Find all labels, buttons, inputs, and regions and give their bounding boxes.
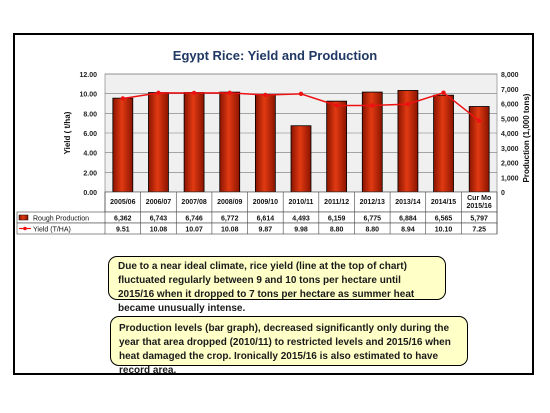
data-label: 9.51 xyxy=(116,227,130,234)
y-left-tick-label: 0.00 xyxy=(83,190,97,197)
legend-line-marker xyxy=(23,226,27,231)
x-tick-label: 2015/16 xyxy=(467,203,492,210)
y-left-tick-label: 4.00 xyxy=(83,151,97,158)
x-tick-label: 2006/07 xyxy=(146,199,171,206)
yield-point xyxy=(263,92,268,98)
x-tick-label: 2012/13 xyxy=(360,199,385,206)
yield-point xyxy=(370,103,375,108)
x-tick-label: 2014/15 xyxy=(431,199,456,206)
yield-point xyxy=(298,91,304,97)
yield-point xyxy=(227,90,232,96)
yield-point xyxy=(120,96,126,101)
legend-series-name: Yield (T/HA) xyxy=(33,227,71,234)
y-left-tick-label: 10.00 xyxy=(79,92,97,99)
data-label: 10.10 xyxy=(435,227,453,234)
yield-point xyxy=(441,90,446,95)
bar xyxy=(254,94,276,193)
x-tick-label: 2011/12 xyxy=(324,199,349,206)
data-label: 10.07 xyxy=(185,227,203,234)
data-label: 6,884 xyxy=(399,216,417,223)
y-right-tick-label: 5,000 xyxy=(501,116,519,123)
data-label: 9.98 xyxy=(294,227,308,234)
data-label: 6,775 xyxy=(364,216,382,223)
x-tick-label: 2005/06 xyxy=(110,199,135,206)
data-label: 6,159 xyxy=(328,216,346,223)
data-label: 8.80 xyxy=(330,227,344,234)
data-label: 9.87 xyxy=(259,227,273,234)
y-right-tick-label: 6,000 xyxy=(501,102,519,109)
x-tick-label: 2013/14 xyxy=(395,199,420,206)
bar xyxy=(219,91,241,193)
data-label: 5,797 xyxy=(470,216,488,223)
data-label: 7.25 xyxy=(472,227,486,234)
y-left-tick-label: 8.00 xyxy=(83,111,97,118)
x-tick-label: Cur Mo xyxy=(467,195,491,202)
yield-point xyxy=(334,103,339,108)
y-right-tick-label: 4,000 xyxy=(501,131,519,138)
yield-point xyxy=(191,90,197,96)
bar xyxy=(183,92,205,193)
legend-series-name: Rough Production xyxy=(33,216,89,223)
x-tick-label: 2007/08 xyxy=(181,199,206,206)
bar xyxy=(112,97,134,193)
data-label: 8.80 xyxy=(365,227,379,234)
bar xyxy=(290,125,312,193)
data-label: 8.94 xyxy=(401,227,415,234)
y-left-tick-label: 12.00 xyxy=(79,72,97,79)
x-tick-label: 2009/10 xyxy=(253,199,278,206)
data-label: 6,743 xyxy=(150,216,168,223)
legend-bar-key xyxy=(18,214,29,221)
y-left-tick-label: 2.00 xyxy=(83,170,97,177)
production-note: Production levels (bar graph), decreased… xyxy=(110,316,468,376)
bar xyxy=(326,100,348,193)
y-right-tick-label: 3,000 xyxy=(501,146,519,153)
bar xyxy=(148,92,169,193)
y-right-tick-label: 8,000 xyxy=(501,72,519,79)
data-label: 6,746 xyxy=(185,216,203,223)
y-right-tick-label: 2,000 xyxy=(501,161,519,168)
y-left-axis-title: Yield ( t/ha) xyxy=(63,111,72,154)
y-right-tick-label: 0 xyxy=(501,190,505,197)
x-tick-label: 2010/11 xyxy=(289,199,314,206)
data-label: 10.08 xyxy=(221,227,239,234)
x-tick-label: 2008/09 xyxy=(217,199,242,206)
y-right-axis-title: Production (1,000 tons) xyxy=(522,93,531,182)
bar xyxy=(433,94,454,193)
yield-point xyxy=(405,101,411,107)
yield-point xyxy=(476,118,482,123)
data-label: 6,362 xyxy=(114,216,132,223)
y-right-tick-label: 7,000 xyxy=(501,87,519,94)
data-label: 6,614 xyxy=(257,216,275,223)
data-label: 10.08 xyxy=(150,227,168,234)
data-label: 6,565 xyxy=(435,216,453,223)
yield-note: Due to a near ideal climate, rice yield … xyxy=(108,256,446,314)
data-label: 6,772 xyxy=(221,216,239,223)
table-series-row xyxy=(16,222,498,235)
y-left-tick-label: 6.00 xyxy=(83,131,97,138)
chart-title: Egypt Rice: Yield and Production xyxy=(173,48,377,63)
y-right-tick-label: 1,000 xyxy=(501,175,519,182)
data-label: 4,493 xyxy=(292,216,310,223)
yield-point xyxy=(156,90,161,96)
